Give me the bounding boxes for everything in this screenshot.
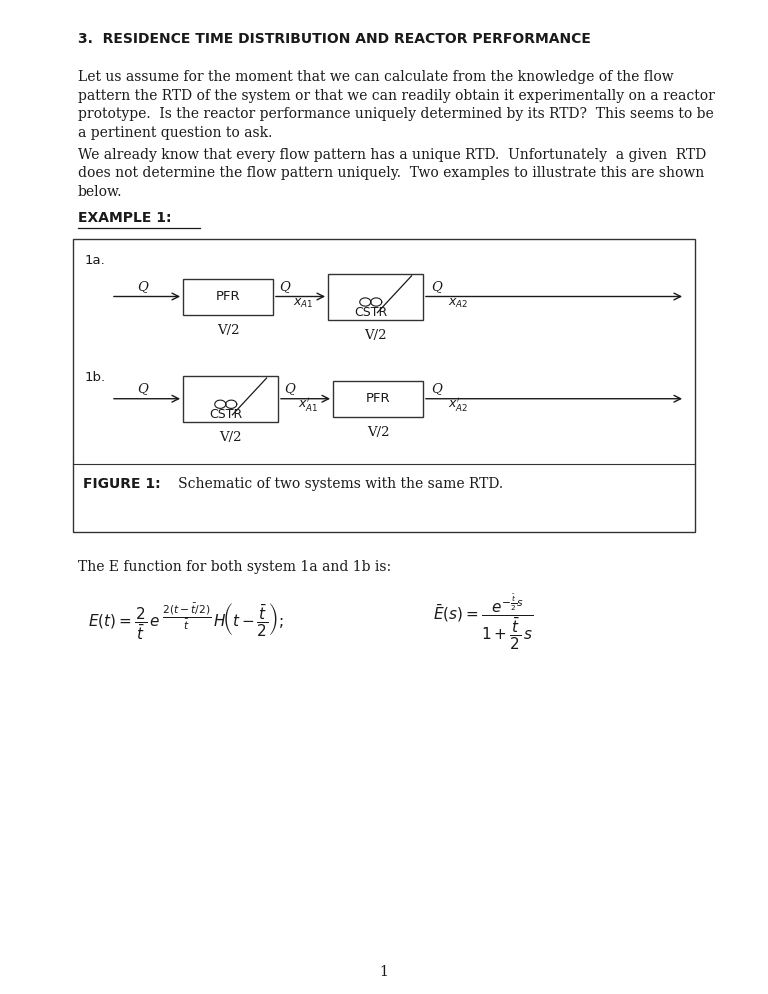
Text: EXAMPLE 1:: EXAMPLE 1: bbox=[78, 211, 171, 225]
Text: The E function for both system 1a and 1b is:: The E function for both system 1a and 1b… bbox=[78, 560, 391, 574]
Text: $x_{A1}$: $x_{A1}$ bbox=[293, 296, 313, 309]
Text: V/2: V/2 bbox=[217, 323, 240, 337]
Text: PFR: PFR bbox=[366, 393, 390, 406]
Text: 1b.: 1b. bbox=[85, 371, 106, 384]
Text: FIGURE 1:: FIGURE 1: bbox=[83, 477, 161, 491]
Text: V/2: V/2 bbox=[367, 425, 389, 438]
Text: 3.  RESIDENCE TIME DISTRIBUTION AND REACTOR PERFORMANCE: 3. RESIDENCE TIME DISTRIBUTION AND REACT… bbox=[78, 32, 591, 46]
Text: Q: Q bbox=[137, 383, 148, 396]
Bar bbox=[183, 376, 278, 421]
Text: Q: Q bbox=[432, 383, 442, 396]
Text: $x_{A2}'$: $x_{A2}'$ bbox=[448, 396, 468, 414]
Bar bbox=[333, 381, 423, 416]
Text: Q: Q bbox=[432, 280, 442, 293]
Text: a pertinent question to ask.: a pertinent question to ask. bbox=[78, 125, 273, 139]
Text: 1: 1 bbox=[379, 965, 389, 979]
Text: $x_{A1}'$: $x_{A1}'$ bbox=[298, 396, 318, 414]
Text: We already know that every flow pattern has a unique RTD.  Unfortunately  a give: We already know that every flow pattern … bbox=[78, 147, 707, 161]
Text: V/2: V/2 bbox=[364, 328, 387, 342]
Text: CSTR: CSTR bbox=[209, 409, 243, 421]
Text: Q: Q bbox=[285, 383, 296, 396]
Text: below.: below. bbox=[78, 185, 123, 199]
Text: prototype.  Is the reactor performance uniquely determined by its RTD?  This see: prototype. Is the reactor performance un… bbox=[78, 107, 713, 121]
Text: V/2: V/2 bbox=[219, 430, 242, 443]
Text: Q: Q bbox=[137, 280, 148, 293]
Text: PFR: PFR bbox=[216, 290, 240, 303]
Text: does not determine the flow pattern uniquely.  Two examples to illustrate this a: does not determine the flow pattern uniq… bbox=[78, 166, 704, 180]
Bar bbox=[73, 239, 695, 532]
Text: $E(t) = \dfrac{2}{\,\bar{t}\,}\,e^{\;\dfrac{2(t-\bar{t}/2)}{\bar{t}}}\,H\!\left(: $E(t) = \dfrac{2}{\,\bar{t}\,}\,e^{\;\df… bbox=[88, 601, 284, 642]
Text: $x_{A2}$: $x_{A2}$ bbox=[448, 296, 468, 309]
Text: $\bar{E}(s) = \dfrac{e^{-\frac{\bar{t}}{2}s}}{1 + \dfrac{\bar{t}}{2}\,s}$: $\bar{E}(s) = \dfrac{e^{-\frac{\bar{t}}{… bbox=[433, 592, 534, 652]
Text: pattern the RTD of the system or that we can readily obtain it experimentally on: pattern the RTD of the system or that we… bbox=[78, 88, 715, 102]
Bar bbox=[328, 273, 423, 319]
Text: Schematic of two systems with the same RTD.: Schematic of two systems with the same R… bbox=[165, 477, 503, 491]
Text: Q: Q bbox=[280, 280, 290, 293]
Text: Let us assume for the moment that we can calculate from the knowledge of the flo: Let us assume for the moment that we can… bbox=[78, 70, 674, 84]
Text: CSTR: CSTR bbox=[354, 306, 387, 319]
Bar bbox=[183, 278, 273, 314]
Text: 1a.: 1a. bbox=[85, 253, 106, 266]
